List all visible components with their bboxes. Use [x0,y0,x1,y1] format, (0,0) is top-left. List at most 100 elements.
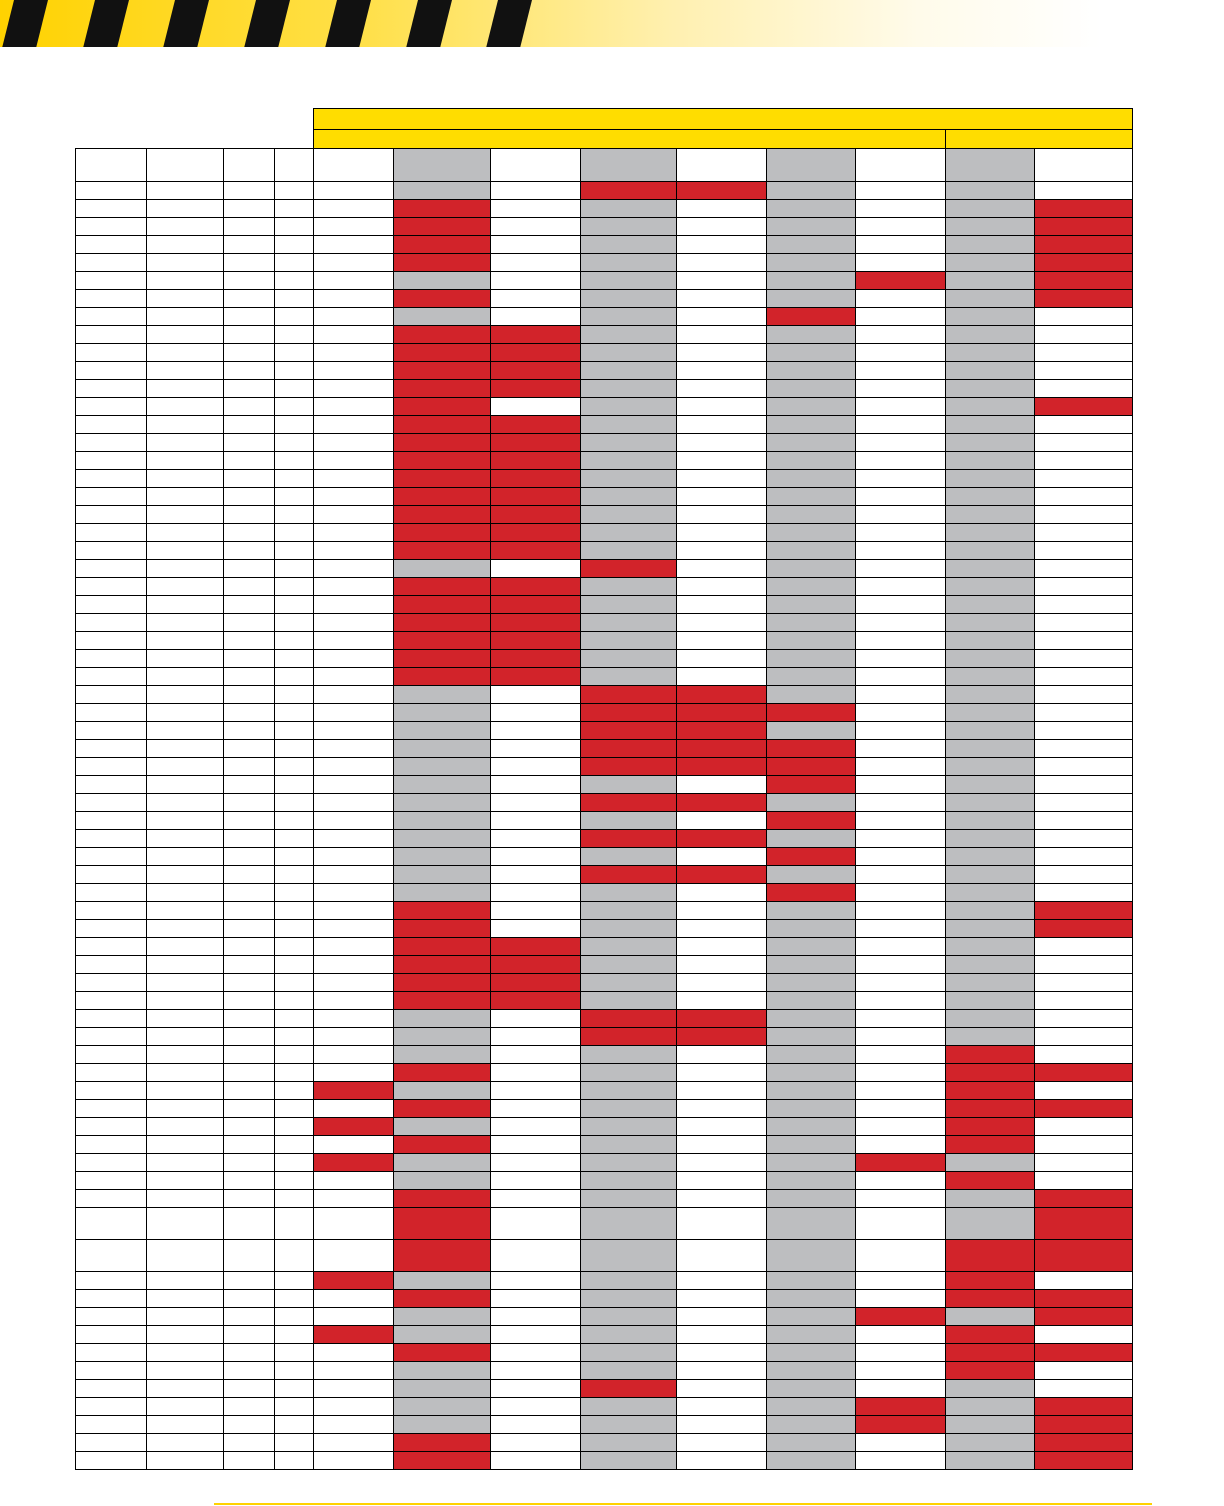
table-cell [676,883,767,902]
table-cell [855,739,946,758]
table-cell [75,451,147,470]
table-cell [676,1117,767,1136]
table-cell [1034,757,1133,776]
table-cell [766,415,856,434]
table-cell [274,865,314,884]
table-cell [676,865,767,884]
table-cell [490,901,581,920]
table-cell [146,1063,224,1082]
table-cell [223,1135,275,1154]
table-row [75,1135,1133,1154]
table-cell [855,235,946,254]
table-cell [945,1009,1035,1028]
table-cell [1034,1433,1133,1452]
table-cell [766,1045,856,1064]
table-cell [146,379,224,398]
table-cell [1034,703,1133,722]
table-cell [1034,289,1133,308]
table-cell [676,1289,767,1308]
table-cell [75,1063,147,1082]
table-cell [766,631,856,650]
table-cell [766,685,856,704]
table-cell [945,775,1035,794]
table-row [75,757,1133,776]
table-cell [945,1189,1035,1208]
table-cell [766,1189,856,1208]
table-cell [1034,271,1133,290]
table-cell [490,1189,581,1208]
table-cell [580,217,677,236]
table-cell [855,1343,946,1362]
table-cell [855,703,946,722]
table-cell [766,1081,856,1100]
table-cell [945,1117,1035,1136]
column-header-cell [274,148,314,182]
table-cell [676,217,767,236]
table-cell [1034,883,1133,902]
table-cell [393,631,491,650]
table-cell [223,1099,275,1118]
table-cell [75,235,147,254]
table-cell [855,1433,946,1452]
table-cell [274,1045,314,1064]
table-cell [580,1415,677,1434]
table-cell [676,469,767,488]
table-cell [313,739,394,758]
table-cell [274,523,314,542]
table-cell [313,919,394,938]
table-cell [393,595,491,614]
table-cell [855,1361,946,1380]
table-cell [676,253,767,272]
table-cell [146,883,224,902]
table-row [75,415,1133,434]
table-row [75,523,1133,542]
table-cell [855,1117,946,1136]
table-cell [490,955,581,974]
table-cell [945,1289,1035,1308]
data-table [75,108,1133,1470]
table-cell [313,685,394,704]
table-cell [274,1189,314,1208]
table-cell [676,199,767,218]
table-cell [75,487,147,506]
table-cell [676,1099,767,1118]
table-cell [580,343,677,362]
table-cell [490,343,581,362]
table-cell [580,181,677,200]
table-cell [274,991,314,1010]
table-cell [146,1189,224,1208]
table-cell [146,919,224,938]
table-cell [766,1027,856,1046]
table-cell [223,181,275,200]
table-cell [766,667,856,686]
table-cell [313,847,394,866]
table-cell [490,487,581,506]
table-cell [1034,1343,1133,1362]
table-cell [766,1135,856,1154]
table-cell [223,829,275,848]
header-band-top [76,108,1133,130]
table-cell [855,1135,946,1154]
table-cell [766,433,856,452]
table-cell [274,181,314,200]
table-cell [1034,181,1133,200]
table-cell [146,253,224,272]
table-cell [676,397,767,416]
table-cell [313,937,394,956]
table-cell [274,739,314,758]
table-cell [75,433,147,452]
table-cell [1034,955,1133,974]
table-cell [393,415,491,434]
table-cell [855,397,946,416]
table-cell [945,973,1035,992]
table-cell [313,451,394,470]
table-cell [766,505,856,524]
table-cell [1034,1063,1133,1082]
table-cell [490,685,581,704]
table-cell [274,1451,314,1470]
table-cell [1034,1171,1133,1190]
table-cell [1034,631,1133,650]
table-cell [676,1153,767,1172]
table-cell [766,541,856,560]
column-header-cell [945,148,1035,182]
